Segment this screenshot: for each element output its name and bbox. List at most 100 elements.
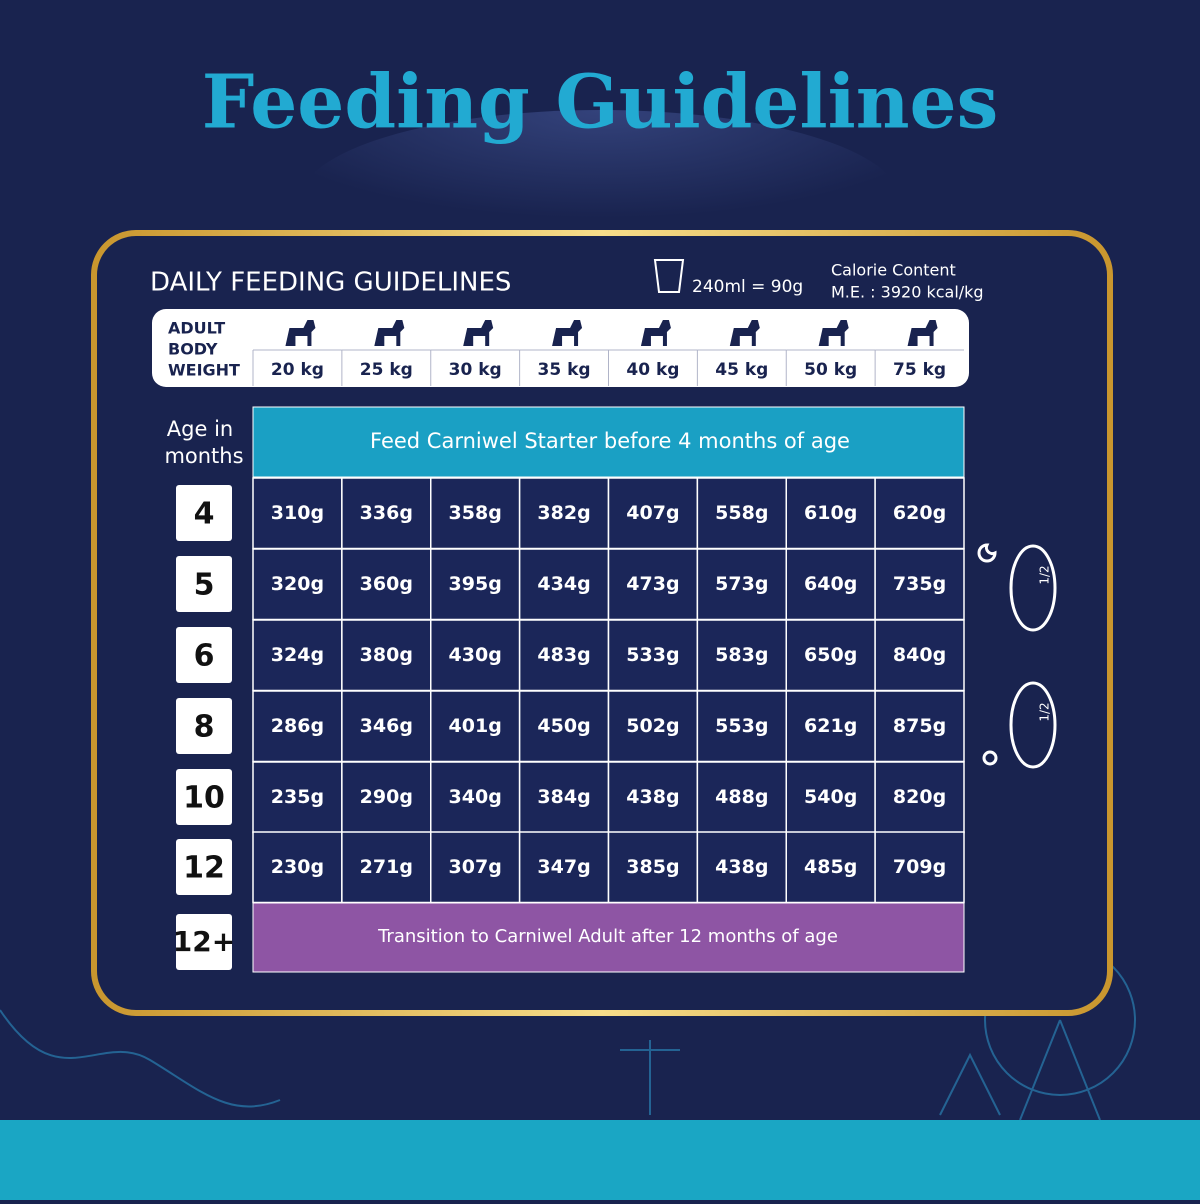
cell <box>252 761 343 834</box>
cell <box>785 619 876 692</box>
cell <box>430 690 521 763</box>
cell-value: 358g <box>449 502 502 524</box>
transition-note: Transition to Carniwel Adult after 12 mo… <box>377 926 838 947</box>
cell <box>252 477 343 550</box>
cell-value: 502g <box>626 715 679 737</box>
weight: 50 kg <box>804 360 857 380</box>
cell-value: 286g <box>271 715 324 737</box>
cup-icon <box>653 259 685 293</box>
bowls <box>977 543 1057 769</box>
cell <box>696 548 787 621</box>
cell <box>785 831 876 904</box>
cell <box>696 477 787 550</box>
cell-value: 235g <box>271 786 324 808</box>
cell <box>518 831 610 904</box>
cell-value: 336g <box>360 502 413 524</box>
cell-value: 735g <box>893 573 946 595</box>
weight: 40 kg <box>626 360 679 380</box>
cell-value: 558g <box>715 502 768 524</box>
weight: 20 kg <box>271 360 324 380</box>
weight: 30 kg <box>449 360 502 380</box>
cell-value: 340g <box>449 786 502 808</box>
cell-value: 271g <box>360 856 413 878</box>
cell-value: 875g <box>893 715 946 737</box>
cell-value: 307g <box>449 856 502 878</box>
panel-heading: DAILY FEEDING GUIDELINES <box>150 268 511 298</box>
title: Feeding Guidelines <box>202 60 999 146</box>
cell <box>252 690 343 763</box>
measure: 240ml = 90g <box>692 277 803 297</box>
cell-value: 401g <box>449 715 502 737</box>
cell-value: 533g <box>626 644 679 666</box>
dog-icon <box>374 320 405 346</box>
cell-value: 230g <box>271 856 324 878</box>
age: 4 <box>194 497 215 532</box>
dog-icon <box>285 320 316 346</box>
cell <box>785 548 876 621</box>
cell <box>518 548 610 621</box>
weight: 35 kg <box>538 360 591 380</box>
cell-value: 407g <box>626 502 679 524</box>
cell-value: 650g <box>804 644 857 666</box>
weight: 75 kg <box>893 360 946 380</box>
transition-row <box>252 902 965 973</box>
cell <box>607 477 699 550</box>
cell-value: 820g <box>893 786 946 808</box>
cell <box>785 690 876 763</box>
age: 6 <box>194 639 215 674</box>
cell-value: 395g <box>449 573 502 595</box>
cell-value: 438g <box>715 856 768 878</box>
cell-value: 573g <box>715 573 768 595</box>
cell-value: 382g <box>537 502 590 524</box>
cell-value: 473g <box>626 573 679 595</box>
age-box <box>176 914 232 970</box>
cell-value: 840g <box>893 644 946 666</box>
cell-value: 553g <box>715 715 768 737</box>
cell <box>874 548 965 621</box>
cell <box>607 548 699 621</box>
weight: 25 kg <box>360 360 413 380</box>
cell <box>430 831 521 904</box>
cell-value: 310g <box>271 502 324 524</box>
cell <box>696 690 787 763</box>
cell <box>430 761 521 834</box>
age-box <box>176 839 232 895</box>
cell-value: 485g <box>804 856 857 878</box>
bowl-label: 1/2 <box>1038 702 1052 721</box>
cell-value: 488g <box>715 786 768 808</box>
cell-value: 640g <box>804 573 857 595</box>
cell-value: 540g <box>804 786 857 808</box>
cell-value: 621g <box>804 715 857 737</box>
weight-label: WEIGHT <box>168 361 240 380</box>
cell-value: 380g <box>360 644 413 666</box>
age-label: months <box>164 444 243 468</box>
age-label: Age in <box>167 417 233 441</box>
cell <box>252 548 343 621</box>
bowl-label: 1/2 <box>1038 565 1052 584</box>
cell-value: 290g <box>360 786 413 808</box>
age-box <box>176 485 232 541</box>
dog-icon <box>818 320 849 346</box>
cell <box>252 831 343 904</box>
age-box <box>176 698 232 754</box>
age: 10 <box>183 781 225 816</box>
age-box <box>176 769 232 825</box>
weight-header <box>152 309 969 387</box>
cell <box>874 761 965 834</box>
cell-value: 324g <box>271 644 324 666</box>
cell-value: 610g <box>804 502 857 524</box>
cell-value: 434g <box>537 573 590 595</box>
cell <box>874 690 965 763</box>
dog-icon <box>729 320 760 346</box>
calorie-line: Calorie Content <box>831 261 956 280</box>
cell <box>874 619 965 692</box>
dog-icon <box>552 320 583 346</box>
cell <box>518 761 610 834</box>
weight: 45 kg <box>715 360 768 380</box>
cell <box>874 477 965 550</box>
cell-value: 347g <box>537 856 590 878</box>
cell <box>696 761 787 834</box>
cell-value: 450g <box>537 715 590 737</box>
cell-value: 620g <box>893 502 946 524</box>
